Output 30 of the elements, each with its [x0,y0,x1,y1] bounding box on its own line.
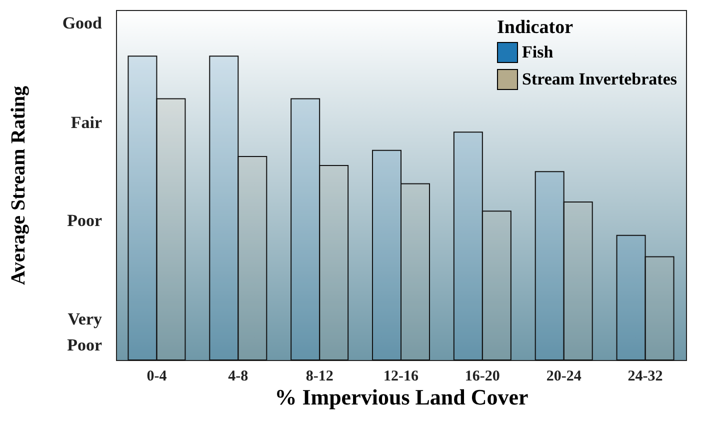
y-axis-title: Average Stream Rating [8,86,30,286]
bar [534,171,564,360]
bar [563,202,593,360]
legend-label: Fish [522,42,554,62]
text: Fair [70,113,102,132]
x-tick-label: 12-16 [384,368,419,384]
legend-title: Indicator [497,17,574,38]
x-tick-label: 8-12 [306,368,334,384]
text: Poor [67,210,102,230]
bar [372,150,402,360]
text: Good [62,13,103,32]
bar [128,56,158,360]
x-axis-title: % Impervious Land Cover [274,384,529,410]
x-tick-label: 20-24 [546,368,582,384]
bar [616,234,646,360]
legend-label: Stream Invertebrates [522,70,678,88]
x-tick-label: 16-20 [464,368,500,384]
bar [319,165,349,360]
x-tick-label: 4-8 [228,368,248,384]
bar [238,156,268,360]
x-tick-label: 0-4 [146,368,168,384]
text: Very Poor [67,310,102,355]
bar [644,256,674,360]
bar [482,210,512,360]
bar [290,98,320,360]
bar [209,56,239,360]
bar [400,183,430,360]
x-tick-label: 24-32 [628,368,663,384]
bar [453,132,483,360]
bar [156,98,186,360]
